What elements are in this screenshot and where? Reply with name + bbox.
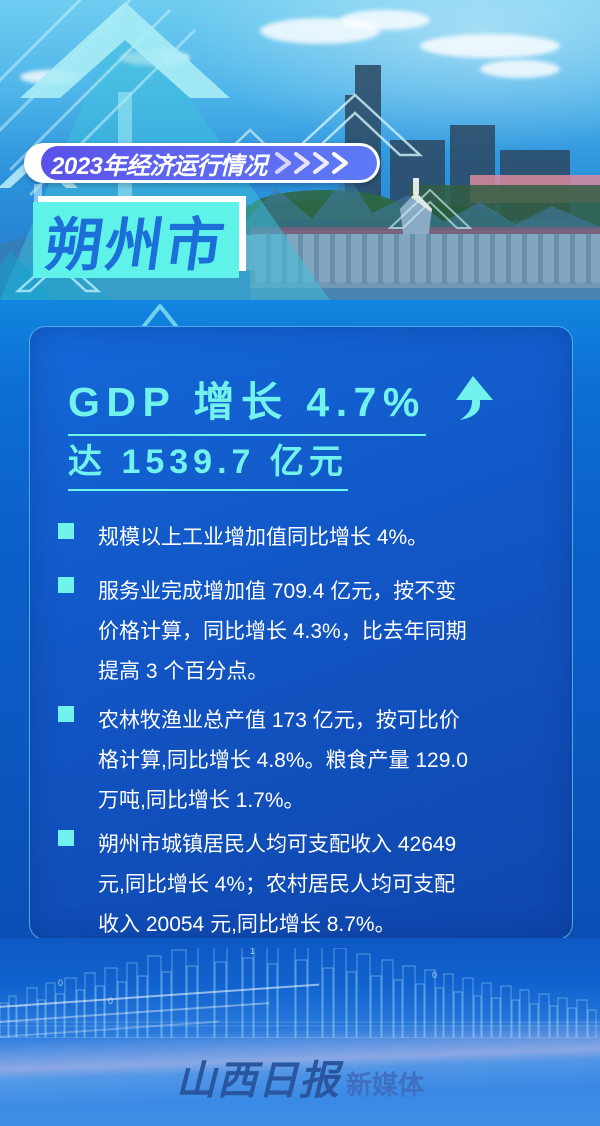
svg-text:1: 1 [250, 948, 255, 956]
svg-text:0: 0 [58, 978, 63, 988]
svg-text:0: 0 [432, 970, 437, 980]
